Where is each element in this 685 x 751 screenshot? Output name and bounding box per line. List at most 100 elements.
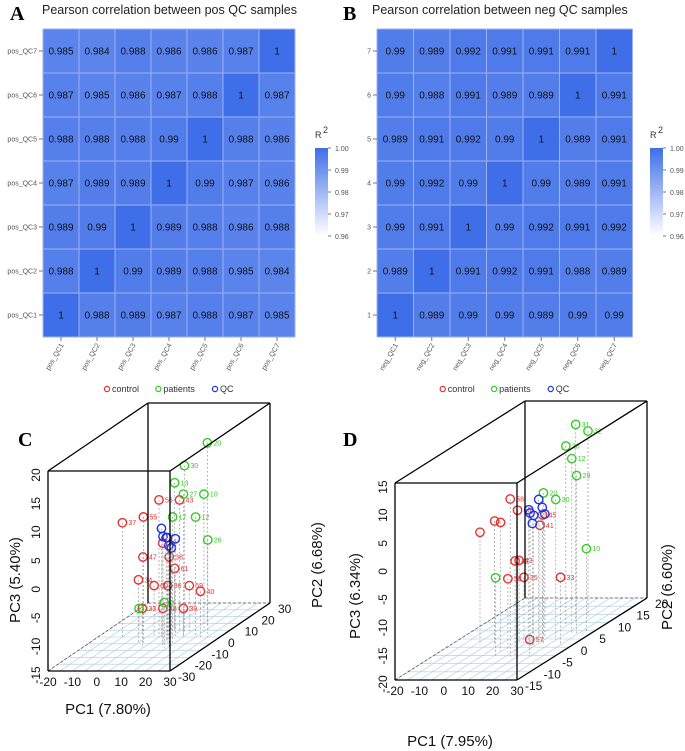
- point-label: 59: [195, 583, 203, 590]
- cell-value: 0.986: [264, 179, 289, 190]
- heatmap-cell: [115, 73, 151, 117]
- point-label: 10: [592, 546, 600, 553]
- point-label: 40: [206, 589, 214, 596]
- scatter3d-d: 585545414243583533573132361229203010-20-…: [347, 400, 676, 750]
- colorbar-tick-label: 0.98: [670, 190, 684, 197]
- cell-value: 0.986: [120, 91, 145, 102]
- data-point-control: [519, 572, 529, 583]
- point-label: 12: [202, 515, 210, 522]
- cell-value: 0.984: [84, 47, 109, 58]
- heatmap-cell: [79, 293, 115, 337]
- panel-b-title: Pearson correlation between neg QC sampl…: [372, 3, 628, 17]
- data-point-patients: [566, 453, 577, 464]
- panel-a: A Pearson correlation between pos QC sam…: [7, 3, 348, 394]
- data-point-patients: [538, 487, 549, 498]
- cell-value: 0.986: [228, 223, 253, 234]
- legend-marker: [103, 385, 111, 393]
- heatmap-cell: [414, 161, 450, 205]
- heatmap-b: 0.99 0.989 0.992 0.991 0.991 0.991 10.99 0.988 0…: [367, 28, 633, 394]
- cell-value: 0.989: [120, 179, 145, 190]
- heatmap-cell: [223, 249, 259, 293]
- z-tick-label: -5: [376, 594, 390, 605]
- heatmap-cell: [43, 205, 79, 249]
- heatmap-cell: [487, 293, 523, 337]
- point-label: 29: [583, 473, 591, 480]
- z-tick-label: -15: [29, 666, 43, 684]
- y-tick-label: -30: [178, 670, 196, 684]
- colorbar-tick-label: 0.97: [670, 212, 684, 219]
- point-label: 12: [578, 456, 586, 463]
- heatmap-cell: [187, 117, 223, 161]
- legend-marker: [155, 385, 162, 393]
- cell-value: 0.985: [48, 47, 73, 58]
- heatmap-cell: [259, 73, 295, 117]
- data-point-control: [495, 517, 506, 528]
- heatmap-cell: [450, 161, 486, 205]
- point-label: 30: [562, 497, 570, 504]
- legend-label: patients: [163, 384, 195, 394]
- heatmap-cell: [560, 161, 596, 205]
- colorbar-gradient: [650, 148, 663, 236]
- cell-value: 0.987: [156, 91, 181, 102]
- heatmap-cell: [223, 161, 259, 205]
- x-tick-label: neg_QC2: [415, 342, 436, 372]
- cell-value: 0.99: [495, 223, 515, 234]
- y-axis-title: PC2 (6.68%): [309, 522, 326, 608]
- cell-value: 1: [465, 223, 471, 234]
- point-label: 55: [149, 514, 157, 521]
- box-edge: [394, 400, 526, 484]
- heatmap-cell: [79, 73, 115, 117]
- heatmap-cell: [223, 117, 259, 161]
- point-label: 26: [214, 537, 222, 544]
- heatmap-cell: [487, 249, 523, 293]
- box-edge: [516, 597, 648, 681]
- y-tick-label: 6: [367, 93, 371, 100]
- heatmap-cell: [223, 29, 259, 73]
- cell-value: 0.989: [383, 135, 408, 146]
- cell-value: 0.99: [386, 47, 406, 58]
- point-label: 56: [165, 497, 173, 504]
- panel-b: B Pearson correlation between neg QC sam…: [343, 3, 684, 394]
- colorbar-title-superscript: 2: [323, 125, 328, 135]
- colorbar-a: R 2 1.00 0.99 0.98 0.97 0.96: [315, 125, 349, 241]
- data-point-control: [475, 527, 485, 538]
- cell-value: 0.99: [159, 135, 179, 146]
- data-point-patients: [202, 534, 213, 545]
- heatmap-cell: [151, 205, 187, 249]
- heatmap-cell: [43, 117, 79, 161]
- point-label: 37: [128, 520, 136, 527]
- cell-value: 0.988: [192, 223, 217, 234]
- point-label: 61: [181, 566, 189, 573]
- cell-value: 0.988: [84, 311, 109, 322]
- heatmap-cell: [223, 73, 259, 117]
- cell-value: 0.992: [529, 223, 554, 234]
- heatmap-cell: [115, 29, 151, 73]
- y-tick-label: 10: [618, 620, 632, 634]
- cell-value: 1: [538, 135, 544, 146]
- x-tick-label: pos_QC2: [81, 342, 102, 371]
- heatmap-cell: [187, 205, 223, 249]
- cell-value: 0.99: [495, 135, 515, 146]
- data-point-patients: [490, 572, 501, 583]
- heatmap-cell: [523, 29, 559, 73]
- cell-value: 0.985: [264, 311, 289, 322]
- point-label: 27: [189, 492, 197, 499]
- legend-label: control: [448, 384, 475, 394]
- point-label: 20: [213, 440, 221, 447]
- cell-value: 0.992: [419, 179, 444, 190]
- panel-d: D 585545414243583533573132361229203010-2…: [343, 400, 676, 750]
- z-axis-title: PC3 (6.34%): [347, 553, 364, 639]
- cell-value: 0.989: [156, 267, 181, 278]
- cell-value: 0.989: [120, 311, 145, 322]
- box-edge: [394, 597, 526, 681]
- heatmap-cell: [523, 161, 559, 205]
- y-tick-label: pos_QC3: [7, 225, 37, 232]
- data-point-control: [154, 494, 164, 505]
- floor-grid-line: [480, 597, 611, 681]
- x-tick-label: neg_QC4: [488, 342, 509, 372]
- cell-value: 0.989: [419, 311, 444, 322]
- heatmap-cell: [151, 73, 187, 117]
- box-edge: [47, 402, 149, 472]
- y-tick-label: pos_QC2: [7, 269, 37, 276]
